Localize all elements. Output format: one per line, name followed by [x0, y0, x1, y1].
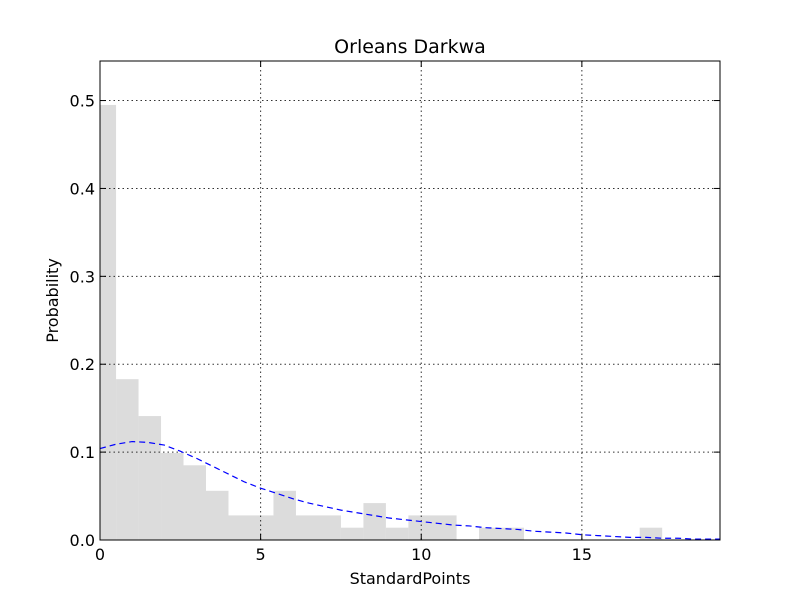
x-tick-label: 5 — [256, 545, 266, 564]
histogram-bars — [100, 104, 663, 541]
histogram-bar-12 — [408, 515, 457, 540]
histogram-bar-9 — [340, 527, 364, 540]
histogram-bar-1 — [116, 379, 139, 540]
y-tick-label: 0.4 — [70, 179, 95, 198]
x-tick-label: 15 — [572, 545, 592, 564]
y-tick-label: 0.5 — [70, 92, 95, 111]
histogram-bar-6 — [228, 515, 274, 540]
x-tick-label: 10 — [411, 545, 431, 564]
y-tick-label: 0.3 — [70, 267, 95, 286]
y-tick-label: 0.2 — [70, 355, 95, 374]
histogram-bar-11 — [385, 527, 409, 540]
x-tick-label: 0 — [95, 545, 105, 564]
chart-title: Orleans Darkwa — [334, 36, 486, 58]
histogram-bar-3 — [161, 452, 184, 540]
histogram-bar-13 — [479, 527, 525, 540]
y-tick-label: 0.1 — [70, 443, 95, 462]
y-tick-label: 0.0 — [70, 531, 95, 550]
histogram-bar-7 — [273, 490, 296, 540]
histogram-bar-0 — [100, 104, 117, 541]
histogram-bar-8 — [295, 515, 341, 540]
grid-lines — [100, 61, 720, 540]
plot-frame — [99, 60, 721, 541]
histogram-bar-5 — [206, 490, 229, 540]
y-axis-label: Probability — [43, 258, 62, 343]
histogram-bar-2 — [138, 416, 162, 540]
histogram-bar-4 — [183, 465, 207, 540]
axis-ticks: 0 5 10 15 0.0 0.1 0.2 0.3 0.4 0.5 — [70, 61, 720, 564]
histogram-bar-10 — [363, 503, 386, 540]
x-axis-label: StandardPoints — [350, 569, 471, 588]
